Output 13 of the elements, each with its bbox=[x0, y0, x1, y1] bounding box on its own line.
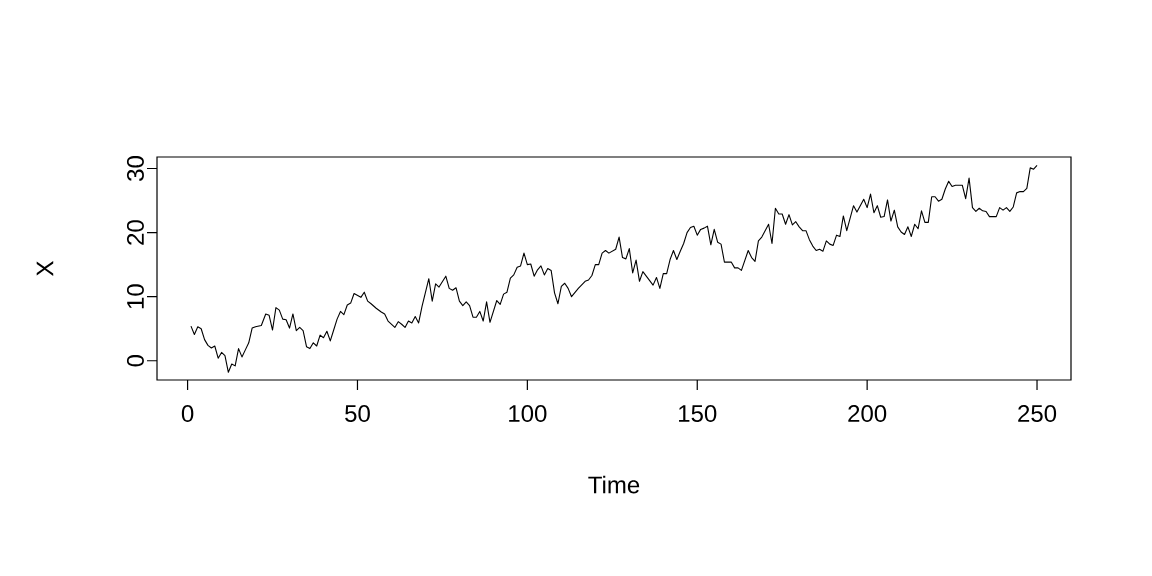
x-tick-label: 150 bbox=[679, 405, 717, 423]
x-tick-label: 50 bbox=[345, 405, 370, 423]
y-tick-label: 30 bbox=[126, 156, 144, 181]
y-tick-label: 20 bbox=[126, 220, 144, 245]
x-tick-label: 100 bbox=[509, 405, 547, 423]
y-tick-label: 10 bbox=[126, 284, 144, 309]
y-axis-title: X bbox=[36, 260, 54, 276]
x-tick-label: 250 bbox=[1018, 405, 1057, 423]
x-tick-label: 200 bbox=[848, 405, 887, 423]
y-tick-label: 0 bbox=[126, 355, 144, 367]
x-axis-title: Time bbox=[588, 475, 640, 494]
x-tick-label: 0 bbox=[181, 405, 194, 423]
line-series bbox=[190, 164, 1038, 373]
